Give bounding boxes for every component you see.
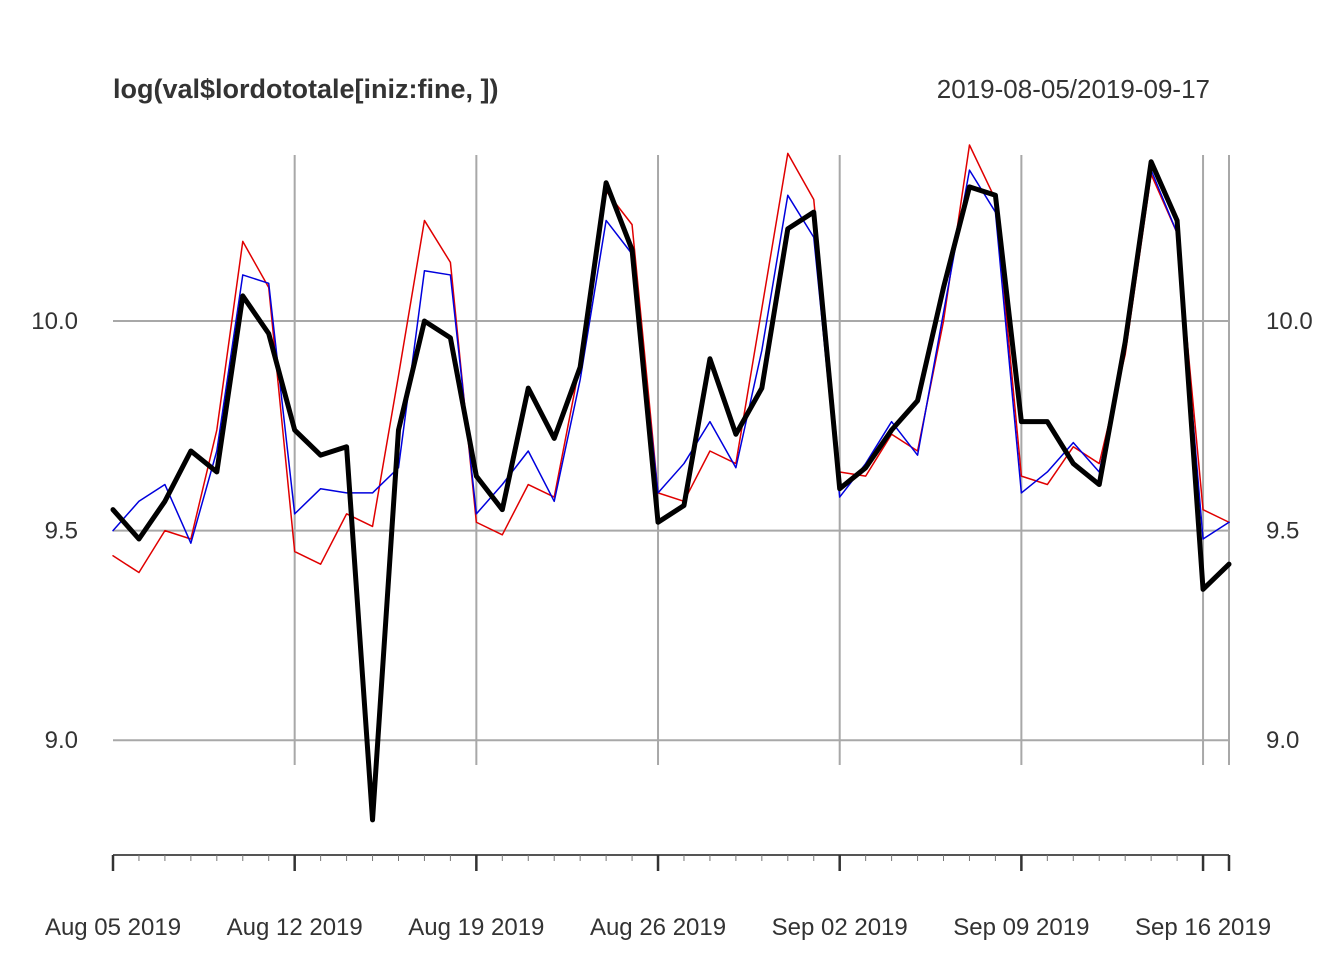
x-tick-label-5: Sep 09 2019 — [953, 914, 1089, 941]
x-axis — [111, 854, 1231, 871]
x-tick-label-6: Sep 16 2019 — [1135, 914, 1271, 941]
y-tick-label-right-2: 10.0 — [1266, 308, 1313, 335]
series-line-2 — [110, 159, 1232, 823]
x-tick-label-4: Sep 02 2019 — [772, 914, 908, 941]
y-tick-label-left-2: 10.0 — [31, 308, 78, 335]
series-line-0 — [112, 144, 1230, 574]
y-tick-label-left-1: 9.5 — [45, 518, 78, 545]
y-tick-label-left-0: 9.0 — [45, 727, 78, 754]
date-range-label: 2019-08-05/2019-09-17 — [937, 74, 1210, 104]
chart-title: log(val$lordototale[iniz:fine, ]) — [113, 74, 499, 104]
grid-lines — [113, 155, 1230, 765]
x-tick-label-1: Aug 12 2019 — [227, 914, 363, 941]
tick-labels: 9.0 9.0 9.5 9.5 10.0 10.0 Aug 05 2019 Aug 12 20… — [31, 308, 1312, 941]
x-tick-label-0: Aug 05 2019 — [45, 914, 181, 941]
x-tick-label-3: Aug 26 2019 — [590, 914, 726, 941]
series-line-1 — [112, 169, 1230, 544]
x-tick-label-2: Aug 19 2019 — [408, 914, 544, 941]
y-tick-label-right-0: 9.0 — [1266, 727, 1299, 754]
y-tick-label-right-1: 9.5 — [1266, 518, 1299, 545]
series-lines — [110, 144, 1232, 823]
